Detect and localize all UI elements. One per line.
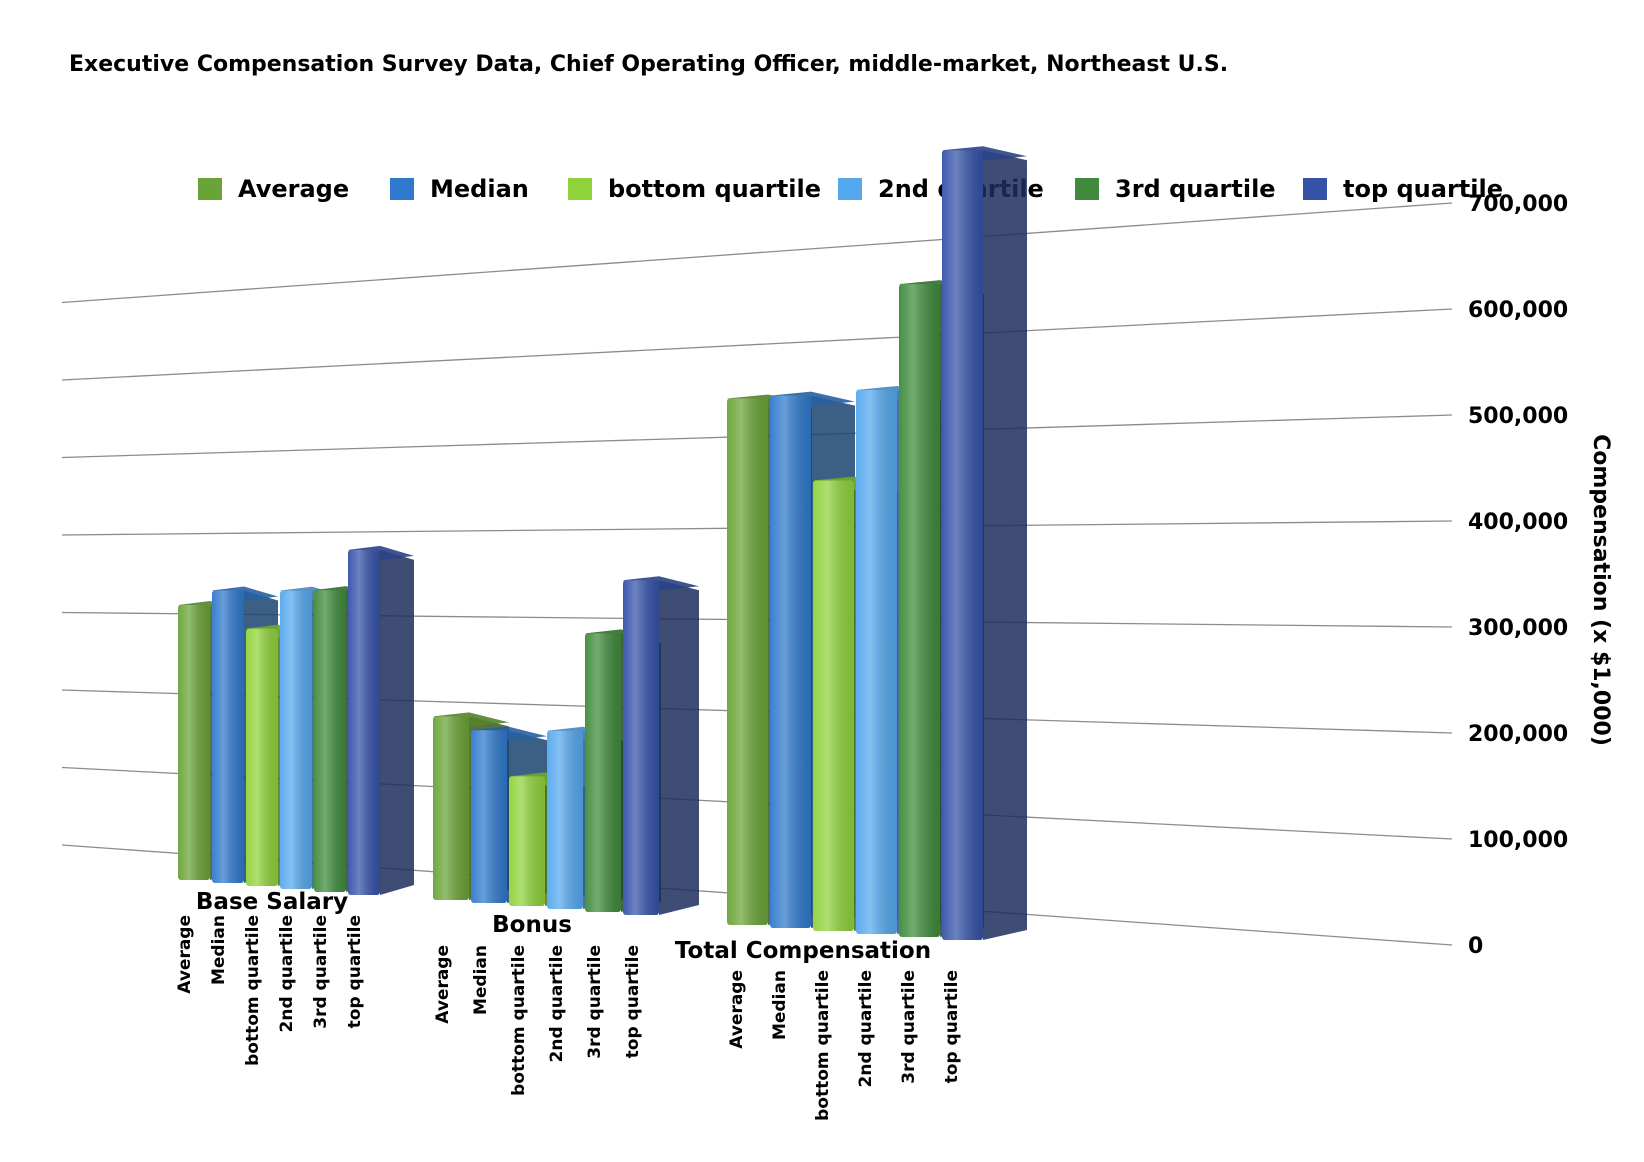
bars	[178, 146, 1027, 940]
bar-category-label: top quartile	[942, 970, 962, 1083]
bar-highlight	[585, 633, 621, 912]
bar-top	[348, 545, 414, 560]
bar-top	[623, 576, 699, 591]
legend-label: Median	[430, 175, 529, 203]
bar-category-label: Median	[770, 970, 790, 1040]
legend-label: 3rd quartile	[1115, 175, 1276, 203]
bar-category-label: Average	[433, 945, 453, 1024]
category-labels: Average Median bottom quartile 2nd quartile…	[175, 889, 962, 1121]
legend-label: bottom quartile	[608, 175, 821, 203]
legend-item-bottom-quartile: bottom quartile	[568, 175, 821, 203]
gridline-7	[61, 202, 1453, 304]
bar-highlight	[348, 549, 380, 895]
bar-top	[942, 146, 1027, 161]
bar-category-label: 2nd quartile	[547, 945, 567, 1062]
legend-item-median: Median	[390, 175, 529, 203]
bar-category-label: 3rd quartile	[585, 945, 605, 1059]
group-label-base-salary: Base Salary	[196, 889, 348, 915]
bar-group-base-salary	[178, 545, 414, 895]
bar-highlight	[727, 398, 768, 925]
bar-top	[433, 712, 509, 727]
bar-highlight	[178, 605, 210, 880]
y-axis-label: Compensation (x $1,000)	[1588, 434, 1613, 746]
y-tick-label: 100,000	[1468, 828, 1568, 853]
group-label-total-compensation: Total Compensation	[675, 938, 931, 964]
bar-top	[770, 391, 855, 406]
y-axis-ticks: 0 100,000 200,000 300,000 400,000 500,000 600,…	[1468, 192, 1568, 959]
y-tick-label: 300,000	[1468, 616, 1568, 641]
bar-highlight	[856, 389, 897, 934]
legend-swatch	[568, 178, 592, 200]
bar-highlight	[471, 730, 507, 903]
y-tick-label: 700,000	[1468, 192, 1568, 217]
bar-category-label: Average	[175, 915, 195, 994]
bar-highlight	[246, 628, 278, 886]
y-tick-label: 600,000	[1468, 298, 1568, 323]
y-tick-label: 0	[1468, 934, 1483, 959]
bar-side	[380, 549, 414, 895]
legend-item-3rd-quartile: 3rd quartile	[1075, 175, 1276, 203]
bar-highlight	[280, 590, 312, 889]
bar-category-label: 2nd quartile	[277, 915, 297, 1032]
legend-swatch	[198, 178, 222, 200]
legend-swatch	[1303, 178, 1327, 200]
bar-category-label: 3rd quartile	[311, 915, 331, 1029]
bar-category-label: Average	[727, 970, 747, 1049]
bar-highlight	[899, 284, 940, 937]
bar-group-total-compensation	[727, 146, 1027, 940]
bar-side	[659, 580, 699, 915]
bar-highlight	[212, 590, 244, 883]
legend-item-average: Average	[198, 175, 349, 203]
bar-highlight	[547, 730, 583, 909]
bar-category-label: bottom quartile	[509, 945, 529, 1096]
bar-category-label: 3rd quartile	[899, 970, 919, 1084]
bar-highlight	[770, 395, 811, 928]
bar-category-label: Median	[471, 945, 491, 1015]
legend-label: Average	[238, 175, 349, 203]
gridline-6	[61, 308, 1453, 381]
bar-highlight	[942, 150, 983, 940]
legend-label: top quartile	[1343, 175, 1503, 203]
y-tick-label: 500,000	[1468, 404, 1568, 429]
bar-top	[212, 586, 278, 601]
bar-category-label: Median	[209, 915, 229, 985]
bar-side	[983, 150, 1027, 940]
bar-highlight	[623, 580, 659, 915]
legend-swatch	[1075, 178, 1099, 200]
bar-highlight	[813, 480, 854, 931]
legend-item-top-quartile: top quartile	[1303, 175, 1503, 203]
bar-category-label: bottom quartile	[813, 970, 833, 1121]
bar-category-label: bottom quartile	[243, 915, 263, 1066]
y-tick-label: 200,000	[1468, 722, 1568, 747]
legend-swatch	[838, 178, 862, 200]
y-tick-label: 400,000	[1468, 510, 1568, 535]
bar-group-bonus	[433, 576, 699, 915]
legend-swatch	[390, 178, 414, 200]
bar-highlight	[314, 590, 346, 892]
bar-highlight	[509, 776, 545, 906]
bar-category-label: top quartile	[623, 945, 643, 1058]
bar-top	[471, 726, 547, 741]
bar-category-label: top quartile	[345, 915, 365, 1028]
bar-category-label: 2nd quartile	[856, 970, 876, 1087]
chart-title: Executive Compensation Survey Data, Chie…	[69, 52, 1229, 77]
bar-highlight	[433, 716, 469, 900]
group-label-bonus: Bonus	[492, 912, 572, 938]
